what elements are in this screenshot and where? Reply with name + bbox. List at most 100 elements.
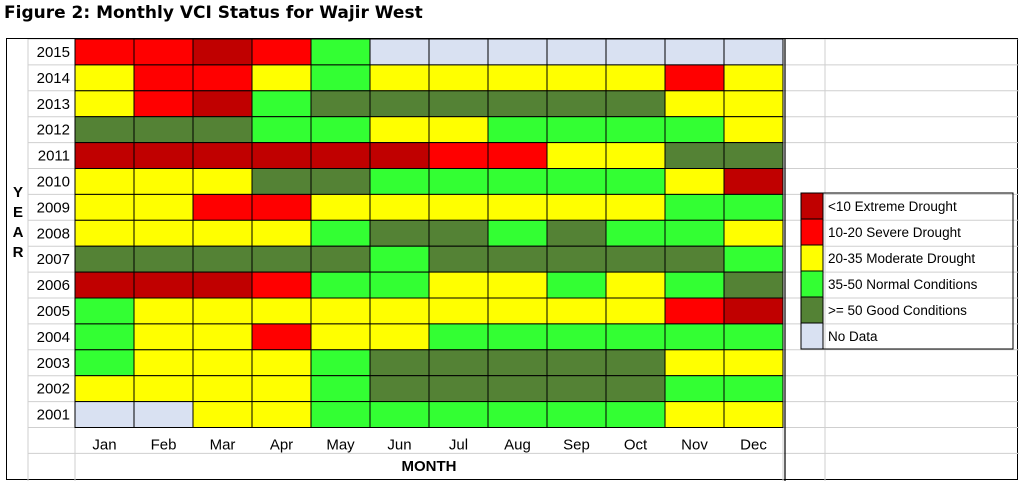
vci-cell — [310, 168, 371, 195]
month-tick-label: Apr — [270, 437, 293, 454]
vci-cell — [369, 219, 430, 247]
vci-cell — [605, 142, 666, 169]
month-tick-label: Aug — [504, 437, 531, 454]
vci-cell — [605, 219, 666, 247]
vci-cell — [428, 168, 489, 195]
vci-cell — [251, 219, 312, 247]
year-tick-label: 2007 — [37, 251, 70, 268]
vci-cell — [133, 401, 194, 429]
vci-cell — [310, 193, 371, 221]
vci-cell — [369, 271, 430, 299]
year-tick-label: 2001 — [37, 407, 70, 424]
vci-cell — [369, 323, 430, 351]
vci-cell — [546, 219, 607, 247]
vci-cell — [546, 39, 607, 66]
vci-cell — [723, 116, 784, 144]
vci-cell — [192, 64, 253, 92]
year-tick-label: 2003 — [37, 355, 70, 372]
vci-cell — [487, 219, 548, 247]
vci-cell — [310, 142, 371, 169]
vci-cell — [428, 401, 489, 429]
vci-cell — [664, 90, 725, 118]
vci-cell — [428, 271, 489, 299]
vci-cell — [605, 375, 666, 403]
vci-cell — [74, 323, 135, 351]
legend-box — [800, 192, 1014, 350]
vci-cell — [369, 349, 430, 377]
vci-cell — [133, 297, 194, 325]
vci-cell — [310, 90, 371, 118]
legend-label: <10 Extreme Drought — [828, 199, 957, 214]
vci-cell — [133, 193, 194, 221]
vci-cell — [310, 297, 371, 325]
vci-cell — [605, 401, 666, 429]
vci-cell — [546, 323, 607, 351]
vci-cell — [428, 349, 489, 377]
month-tick-label: Jan — [92, 437, 116, 454]
vci-cell — [664, 297, 725, 325]
vci-cell — [605, 297, 666, 325]
vci-cell — [251, 39, 312, 66]
vci-cell — [546, 297, 607, 325]
vci-cell — [192, 297, 253, 325]
vci-cell — [310, 219, 371, 247]
vci-cell — [605, 39, 666, 66]
vci-cell — [546, 401, 607, 429]
vci-cell — [605, 349, 666, 377]
vci-cell — [664, 323, 725, 351]
vci-cell — [133, 219, 194, 247]
vci-cell — [428, 142, 489, 169]
vci-cell — [369, 375, 430, 403]
vci-cell — [192, 349, 253, 377]
month-tick-label: Dec — [740, 437, 767, 454]
vci-cell — [487, 245, 548, 273]
vci-cell — [664, 401, 725, 429]
year-tick-label: 2004 — [37, 329, 70, 346]
vci-cell — [133, 323, 194, 351]
vci-cell — [74, 219, 135, 247]
vci-cell — [192, 219, 253, 247]
vci-cell — [133, 245, 194, 273]
vci-cell — [723, 219, 784, 247]
vci-cell — [723, 64, 784, 92]
vci-cell — [369, 297, 430, 325]
vci-cell — [487, 90, 548, 118]
vci-cell — [251, 323, 312, 351]
month-tick-label: Jul — [449, 437, 468, 454]
vci-cell — [546, 245, 607, 273]
vci-cell — [192, 323, 253, 351]
year-tick-label: 2012 — [37, 122, 70, 139]
vci-cell — [428, 375, 489, 403]
year-tick-label: 2002 — [37, 381, 70, 398]
vci-cell — [369, 245, 430, 273]
vci-cell — [487, 349, 548, 377]
vci-cell — [605, 64, 666, 92]
vci-cell — [369, 193, 430, 221]
vci-heatmap-chart: 2015 2014 2013 2012 2011 2010 2009 2008 2007 2006… — [13, 39, 1019, 481]
vci-cell — [74, 168, 135, 195]
year-tick-label: 2008 — [37, 225, 70, 242]
year-tick-label: 2014 — [37, 70, 70, 87]
month-tick-label: Sep — [563, 437, 590, 454]
vci-cell — [664, 64, 725, 92]
vci-cell — [546, 349, 607, 377]
vci-cell — [723, 90, 784, 118]
vci-cell — [723, 401, 784, 429]
vci-cell — [664, 168, 725, 195]
vci-cell — [369, 39, 430, 66]
month-tick-label: May — [326, 437, 355, 454]
vci-cell — [310, 271, 371, 299]
vci-cell — [605, 323, 666, 351]
vci-cell — [664, 349, 725, 377]
vci-cell — [664, 219, 725, 247]
vci-cell — [310, 64, 371, 92]
y-axis-label-letter: R — [13, 244, 24, 261]
vci-cell — [546, 90, 607, 118]
vci-cell — [487, 39, 548, 66]
vci-cell — [369, 401, 430, 429]
vci-cell — [192, 142, 253, 169]
vci-cell — [251, 193, 312, 221]
vci-cell — [723, 193, 784, 221]
vci-cell — [605, 245, 666, 273]
year-tick-label: 2013 — [37, 96, 70, 113]
